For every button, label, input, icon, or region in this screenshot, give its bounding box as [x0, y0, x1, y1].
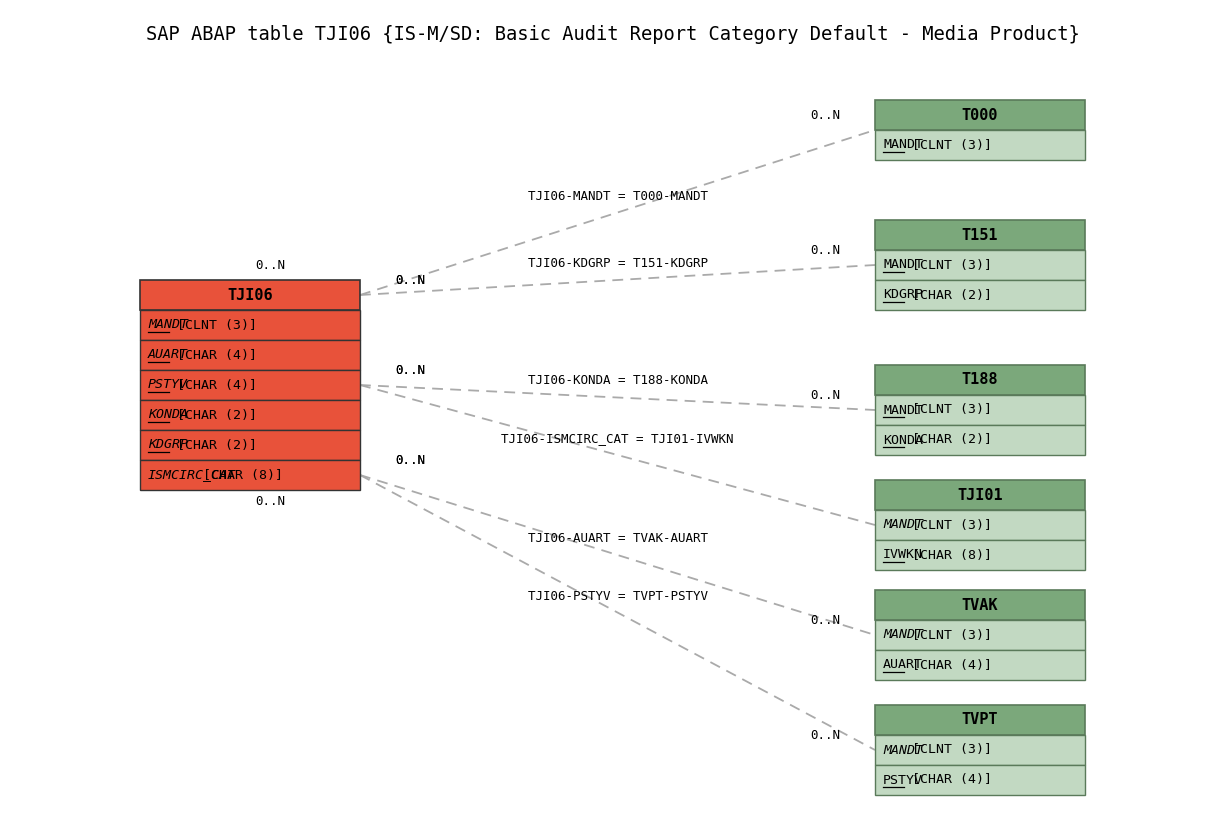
Bar — [140, 460, 360, 490]
Text: [CLNT (3)]: [CLNT (3)] — [904, 259, 992, 272]
Text: TJI06-KONDA = T188-KONDA: TJI06-KONDA = T188-KONDA — [528, 374, 708, 387]
Text: TJI06-MANDT = T000-MANDT: TJI06-MANDT = T000-MANDT — [528, 189, 708, 202]
Text: TJI06-PSTYV = TVPT-PSTYV: TJI06-PSTYV = TVPT-PSTYV — [528, 590, 708, 602]
Text: T188: T188 — [962, 373, 998, 387]
Text: TJI06: TJI06 — [227, 287, 273, 302]
Text: TJI06-ISMCIRC_CAT = TJI01-IVWKN: TJI06-ISMCIRC_CAT = TJI01-IVWKN — [501, 432, 734, 445]
Bar — [875, 510, 1085, 540]
Text: [CHAR (4)]: [CHAR (4)] — [169, 349, 257, 362]
Text: T151: T151 — [962, 227, 998, 243]
Text: [CHAR (2)]: [CHAR (2)] — [904, 288, 992, 301]
Text: [CHAR (4)]: [CHAR (4)] — [169, 378, 257, 392]
Bar — [140, 430, 360, 460]
Bar — [140, 370, 360, 400]
Bar — [875, 395, 1085, 425]
Bar — [875, 765, 1085, 795]
Text: [CHAR (2)]: [CHAR (2)] — [904, 434, 992, 447]
Text: TVPT: TVPT — [962, 713, 998, 728]
Text: T000: T000 — [962, 107, 998, 122]
Bar — [875, 590, 1085, 620]
Bar — [875, 705, 1085, 735]
Text: 0..N: 0..N — [394, 274, 425, 287]
Text: KDGRP: KDGRP — [883, 288, 922, 301]
Text: ISMCIRC_CAT: ISMCIRC_CAT — [148, 468, 236, 482]
Bar — [875, 100, 1085, 130]
Text: [CHAR (4)]: [CHAR (4)] — [904, 658, 992, 672]
Text: KONDA: KONDA — [883, 434, 922, 447]
Text: KONDA: KONDA — [148, 409, 187, 421]
Text: MANDT: MANDT — [883, 139, 922, 151]
Text: 0..N: 0..N — [394, 454, 425, 467]
Bar — [875, 425, 1085, 455]
Text: TJI06-AUART = TVAK-AUART: TJI06-AUART = TVAK-AUART — [528, 532, 708, 545]
Text: 0..N: 0..N — [255, 495, 285, 508]
Bar — [875, 735, 1085, 765]
Text: IVWKN: IVWKN — [883, 548, 922, 562]
Bar — [140, 340, 360, 370]
Text: [CLNT (3)]: [CLNT (3)] — [904, 139, 992, 151]
Text: MANDT: MANDT — [883, 629, 922, 642]
Bar — [875, 130, 1085, 160]
Text: PSTYV: PSTYV — [148, 378, 187, 392]
Text: MANDT: MANDT — [883, 743, 922, 757]
Bar — [140, 400, 360, 430]
Text: 0..N: 0..N — [394, 274, 425, 287]
Text: PSTYV: PSTYV — [883, 773, 922, 786]
Text: 0..N: 0..N — [810, 244, 840, 257]
Text: MANDT: MANDT — [883, 403, 922, 416]
Text: [CHAR (2)]: [CHAR (2)] — [169, 439, 257, 452]
Text: 0..N: 0..N — [810, 389, 840, 402]
Bar — [875, 280, 1085, 310]
Text: [CLNT (3)]: [CLNT (3)] — [904, 743, 992, 757]
Text: SAP ABAP table TJI06 {IS-M/SD: Basic Audit Report Category Default - Media Produ: SAP ABAP table TJI06 {IS-M/SD: Basic Aud… — [146, 25, 1079, 44]
Text: 0..N: 0..N — [810, 729, 840, 742]
Text: TJI06-KDGRP = T151-KDGRP: TJI06-KDGRP = T151-KDGRP — [528, 257, 708, 270]
Bar — [875, 250, 1085, 280]
Text: [CLNT (3)]: [CLNT (3)] — [904, 629, 992, 642]
Bar — [875, 365, 1085, 395]
Text: TJI01: TJI01 — [957, 487, 1003, 502]
Text: [CLNT (3)]: [CLNT (3)] — [904, 403, 992, 416]
Text: [CHAR (8)]: [CHAR (8)] — [904, 548, 992, 562]
Bar — [875, 650, 1085, 680]
Text: MANDT: MANDT — [883, 259, 922, 272]
Text: [CHAR (4)]: [CHAR (4)] — [904, 773, 992, 786]
Text: [CHAR (8)]: [CHAR (8)] — [195, 468, 283, 482]
Bar — [875, 620, 1085, 650]
Bar — [875, 220, 1085, 250]
Bar — [875, 480, 1085, 510]
Text: KDGRP: KDGRP — [148, 439, 187, 452]
Text: TVAK: TVAK — [962, 597, 998, 613]
Text: 0..N: 0..N — [394, 364, 425, 377]
Text: 0..N: 0..N — [810, 109, 840, 122]
Text: 0..N: 0..N — [810, 614, 840, 627]
Text: MANDT: MANDT — [148, 319, 187, 331]
Text: [CHAR (2)]: [CHAR (2)] — [169, 409, 257, 421]
Text: [CLNT (3)]: [CLNT (3)] — [904, 519, 992, 531]
Text: 0..N: 0..N — [394, 454, 425, 467]
Bar — [875, 540, 1085, 570]
Text: [CLNT (3)]: [CLNT (3)] — [169, 319, 257, 331]
Text: 0..N: 0..N — [394, 364, 425, 377]
Text: MANDT: MANDT — [883, 519, 922, 531]
Text: AUART: AUART — [148, 349, 187, 362]
Text: 0..N: 0..N — [255, 259, 285, 272]
Bar — [140, 310, 360, 340]
Text: AUART: AUART — [883, 658, 922, 672]
Bar — [140, 280, 360, 310]
